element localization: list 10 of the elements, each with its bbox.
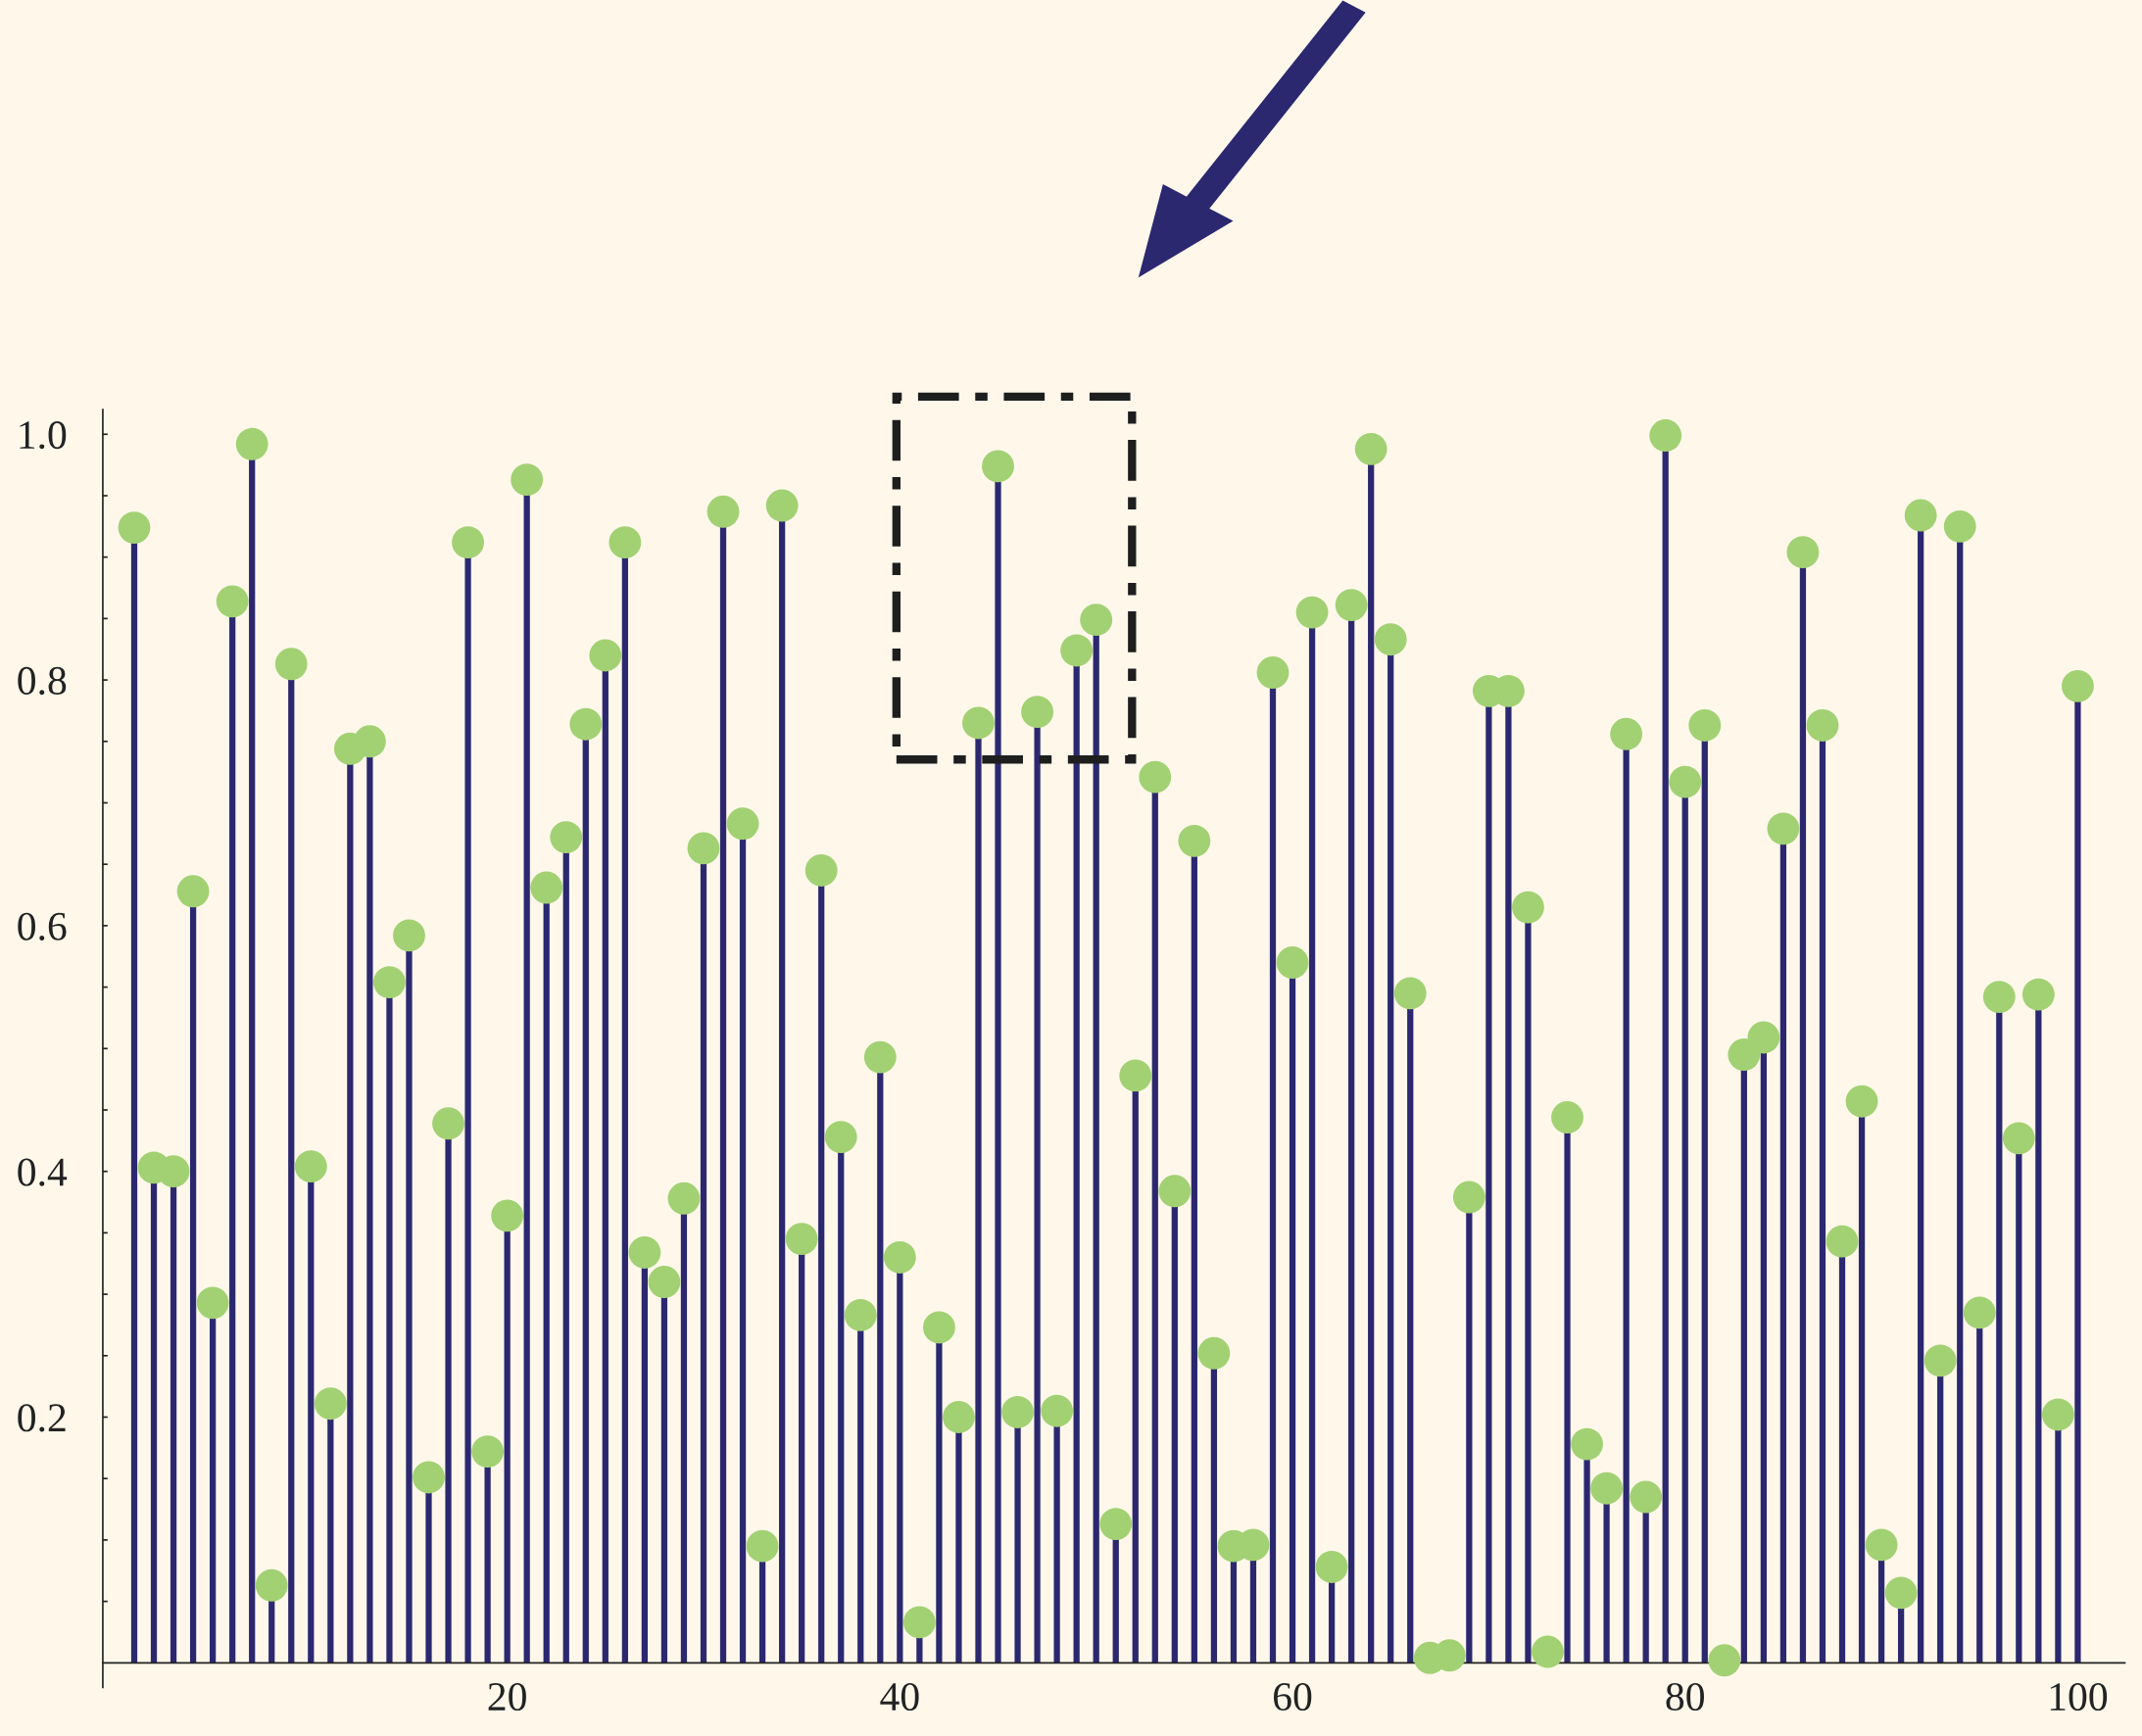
y-tick-label: 0.6 — [18, 912, 67, 940]
x-tick-label: 80 — [1666, 1682, 1704, 1712]
x-tick-label: 60 — [1273, 1682, 1312, 1712]
y-tick-label: 1.0 — [20, 421, 67, 450]
x-tick-label: 40 — [880, 1682, 919, 1712]
x-tick-label: 100 — [2050, 1682, 2108, 1712]
y-tick-label: 0.2 — [18, 1404, 66, 1432]
x-tick-label: 20 — [488, 1682, 526, 1712]
y-tick-label: 0.8 — [18, 666, 67, 696]
y-tick-label: 0.4 — [18, 1158, 68, 1186]
